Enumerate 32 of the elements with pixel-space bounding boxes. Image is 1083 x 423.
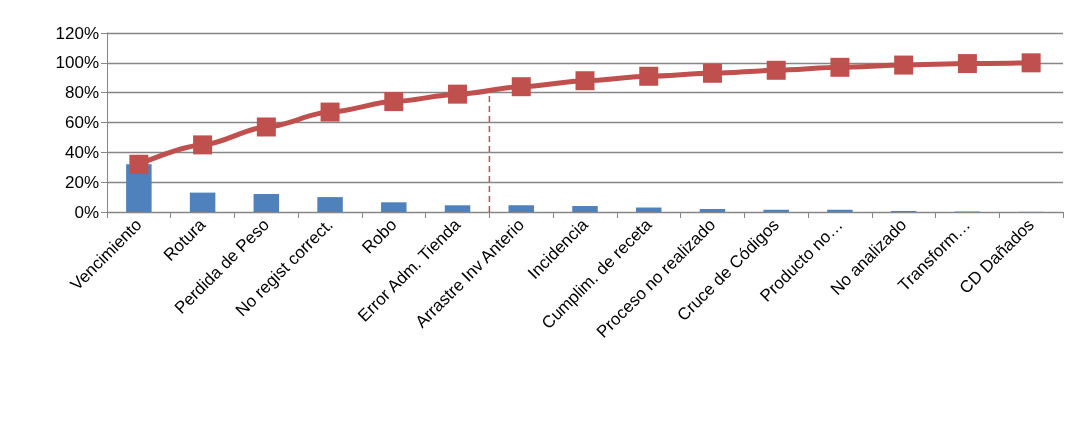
point xyxy=(1021,53,1041,73)
bar xyxy=(253,194,280,212)
point xyxy=(702,63,722,83)
point xyxy=(639,66,659,86)
y-tick-label: 20% xyxy=(64,172,99,192)
bar xyxy=(699,209,726,212)
y-tick-label: 0% xyxy=(74,202,99,222)
y-tick-label: 100% xyxy=(55,53,99,73)
bar xyxy=(508,205,535,212)
bar xyxy=(381,202,407,212)
point xyxy=(511,77,531,97)
y-tick-label: 80% xyxy=(64,83,99,103)
point xyxy=(320,102,340,122)
point xyxy=(448,84,468,104)
point xyxy=(957,54,977,74)
point xyxy=(575,71,595,91)
bar xyxy=(827,209,853,212)
y-tick-label: 120% xyxy=(55,23,99,43)
y-tick-label: 40% xyxy=(64,142,99,162)
point xyxy=(766,60,786,80)
point xyxy=(256,117,276,137)
point xyxy=(830,57,850,77)
bar xyxy=(572,206,598,212)
bar xyxy=(763,209,789,212)
y-tick-label: 60% xyxy=(64,113,99,132)
bar xyxy=(189,192,216,212)
bar xyxy=(444,205,471,212)
point xyxy=(894,55,914,75)
bar xyxy=(317,197,343,212)
point xyxy=(193,135,213,155)
point xyxy=(129,154,149,174)
point xyxy=(384,92,404,112)
